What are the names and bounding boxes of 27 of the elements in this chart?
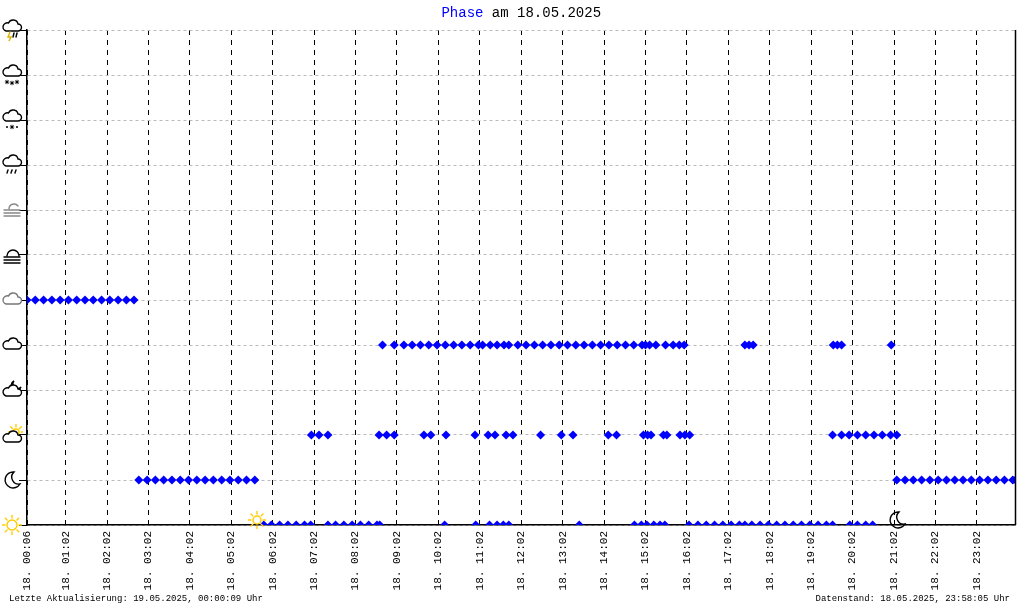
x-tick-label: 18. 17:02 bbox=[722, 531, 735, 591]
x-tick-label: 18. 00:06 bbox=[20, 531, 33, 591]
x-tick-label: 18. 23:02 bbox=[970, 531, 983, 591]
chart-title: Phase am 18.05.2025 bbox=[441, 4, 602, 21]
x-tick-label: 18. 13:02 bbox=[556, 531, 569, 591]
x-tick-label: 18. 16:02 bbox=[680, 531, 693, 591]
x-tick-label: 18. 10:02 bbox=[432, 531, 445, 591]
x-tick-label: 18. 20:02 bbox=[846, 531, 859, 591]
x-tick-label: 18. 14:02 bbox=[597, 531, 610, 591]
x-tick-label: 18. 15:02 bbox=[639, 531, 652, 591]
x-tick-label: 18. 01:02 bbox=[59, 531, 72, 591]
x-tick-label: 18. 03:02 bbox=[142, 531, 155, 591]
x-tick-label: 18. 21:02 bbox=[887, 531, 900, 591]
x-tick-label: 18. 11:02 bbox=[473, 531, 486, 591]
x-tick-label: 18. 12:02 bbox=[515, 531, 528, 591]
x-tick-label: 18. 02:02 bbox=[100, 531, 113, 591]
x-tick-label: 18. 07:02 bbox=[308, 531, 321, 591]
x-tick-label: 18. 08:02 bbox=[349, 531, 362, 591]
text: Datenstand: 18.05.2025, 23:58:05 Uhr bbox=[815, 594, 1010, 605]
x-tick-label: 18. 19:02 bbox=[805, 531, 818, 591]
x-tick-label: 18. 05:02 bbox=[225, 531, 238, 591]
text: Letzte Aktualisierung: 19.05.2025, 00:00:09 Uhr bbox=[9, 594, 263, 605]
x-tick-label: 18. 22:02 bbox=[929, 531, 942, 591]
x-tick-label: 18. 09:02 bbox=[390, 531, 403, 591]
x-tick-label: 18. 18:02 bbox=[763, 531, 776, 591]
x-tick-label: 18. 06:02 bbox=[266, 531, 279, 591]
x-tick-label: 18. 04:02 bbox=[183, 531, 196, 591]
